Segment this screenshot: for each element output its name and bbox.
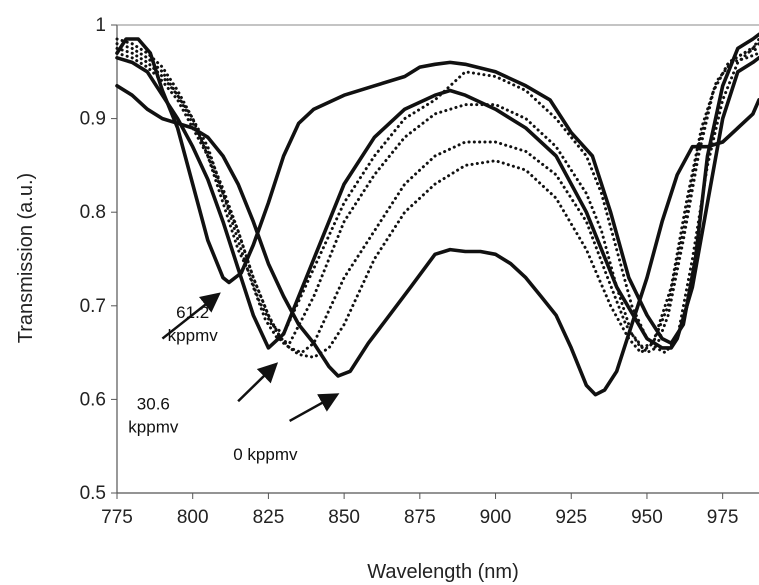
- x-tick-label: 825: [253, 507, 285, 528]
- x-tick-label: 800: [177, 507, 209, 528]
- y-tick-label: 1: [95, 15, 106, 36]
- y-tick-label: 0.9: [80, 109, 106, 130]
- dotted-series-line-4: [115, 37, 759, 355]
- x-tick-label: 775: [101, 507, 133, 528]
- plot-area: 775 800 825 850 875 900 925 950 975 0.5 0.6 0.7 0.8 0…: [80, 15, 759, 528]
- y-tick-label: 0.6: [80, 389, 106, 410]
- x-axis-title: Wavelength (nm): [367, 561, 519, 583]
- y-tick-label: 0.5: [80, 483, 106, 504]
- x-tick-label: 900: [480, 507, 512, 528]
- dotted-series-line-7: [115, 51, 759, 359]
- annotation-layer: 61.2 kppmv 30.6 kppmv 0 kppmv: [128, 292, 340, 464]
- x-tick-label: 975: [707, 507, 739, 528]
- x-tick-label: 950: [631, 507, 663, 528]
- annotation-label: 30.6: [137, 395, 170, 414]
- annotation-label: kppmv: [128, 418, 179, 437]
- solid-series-line-3: [115, 84, 759, 397]
- x-tick-label: 875: [404, 507, 436, 528]
- dotted-series-line-6: [115, 46, 759, 355]
- x-tick-label: 925: [555, 507, 587, 528]
- annotation-arrow: [237, 362, 279, 403]
- annotation-arrow: [289, 393, 340, 423]
- annotation-arrow: [161, 292, 221, 340]
- series-layer: [115, 32, 759, 397]
- annotation-label: kppmv: [168, 326, 219, 345]
- y-axis-title: Transmission (a.u.): [15, 173, 37, 343]
- solid-series-line-2: [115, 56, 759, 350]
- x-tick-label: 850: [328, 507, 360, 528]
- y-tick-label: 0.8: [80, 202, 106, 223]
- annotation-label: 0 kppmv: [233, 445, 298, 464]
- y-tick-label: 0.7: [80, 296, 106, 317]
- dotted-series-line-5: [115, 42, 759, 355]
- annotation-label: 61.2: [176, 303, 209, 322]
